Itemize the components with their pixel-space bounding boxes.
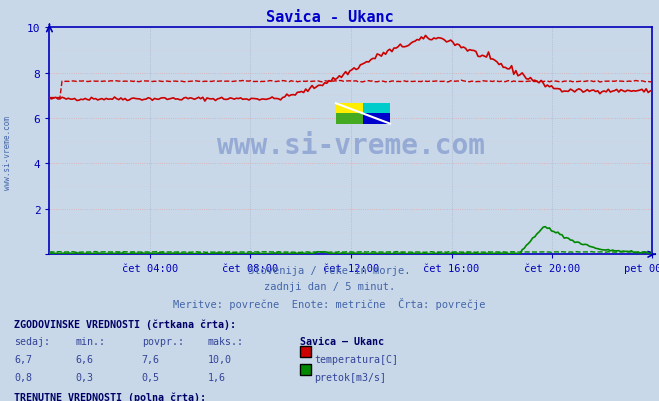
Text: TRENUTNE VREDNOSTI (polna črta):: TRENUTNE VREDNOSTI (polna črta): bbox=[14, 392, 206, 401]
Text: 6,7: 6,7 bbox=[14, 354, 32, 364]
Text: Savica - Ukanc: Savica - Ukanc bbox=[266, 10, 393, 25]
Text: Meritve: povrečne  Enote: metrične  Črta: povrečje: Meritve: povrečne Enote: metrične Črta: … bbox=[173, 298, 486, 310]
Text: zadnji dan / 5 minut.: zadnji dan / 5 minut. bbox=[264, 282, 395, 292]
Text: 0,3: 0,3 bbox=[76, 372, 94, 382]
Text: min.:: min.: bbox=[76, 336, 106, 346]
Text: www.si-vreme.com: www.si-vreme.com bbox=[217, 132, 485, 160]
Bar bbox=[363, 104, 390, 114]
Text: pretok[m3/s]: pretok[m3/s] bbox=[314, 372, 386, 382]
Text: Slovenija / reke in morje.: Slovenija / reke in morje. bbox=[248, 265, 411, 275]
Text: povpr.:: povpr.: bbox=[142, 336, 184, 346]
Bar bbox=[336, 114, 363, 124]
Text: temperatura[C]: temperatura[C] bbox=[314, 354, 398, 364]
Text: sedaj:: sedaj: bbox=[14, 336, 51, 346]
Text: 0,5: 0,5 bbox=[142, 372, 159, 382]
Text: ZGODOVINSKE VREDNOSTI (črtkana črta):: ZGODOVINSKE VREDNOSTI (črtkana črta): bbox=[14, 319, 237, 329]
Text: 1,6: 1,6 bbox=[208, 372, 225, 382]
Text: 6,6: 6,6 bbox=[76, 354, 94, 364]
Bar bbox=[336, 104, 363, 114]
Text: 0,8: 0,8 bbox=[14, 372, 32, 382]
Text: maks.:: maks.: bbox=[208, 336, 244, 346]
Text: www.si-vreme.com: www.si-vreme.com bbox=[3, 115, 13, 189]
Text: 7,6: 7,6 bbox=[142, 354, 159, 364]
Text: 10,0: 10,0 bbox=[208, 354, 231, 364]
Bar bbox=[363, 114, 390, 124]
Text: Savica – Ukanc: Savica – Ukanc bbox=[300, 336, 384, 346]
